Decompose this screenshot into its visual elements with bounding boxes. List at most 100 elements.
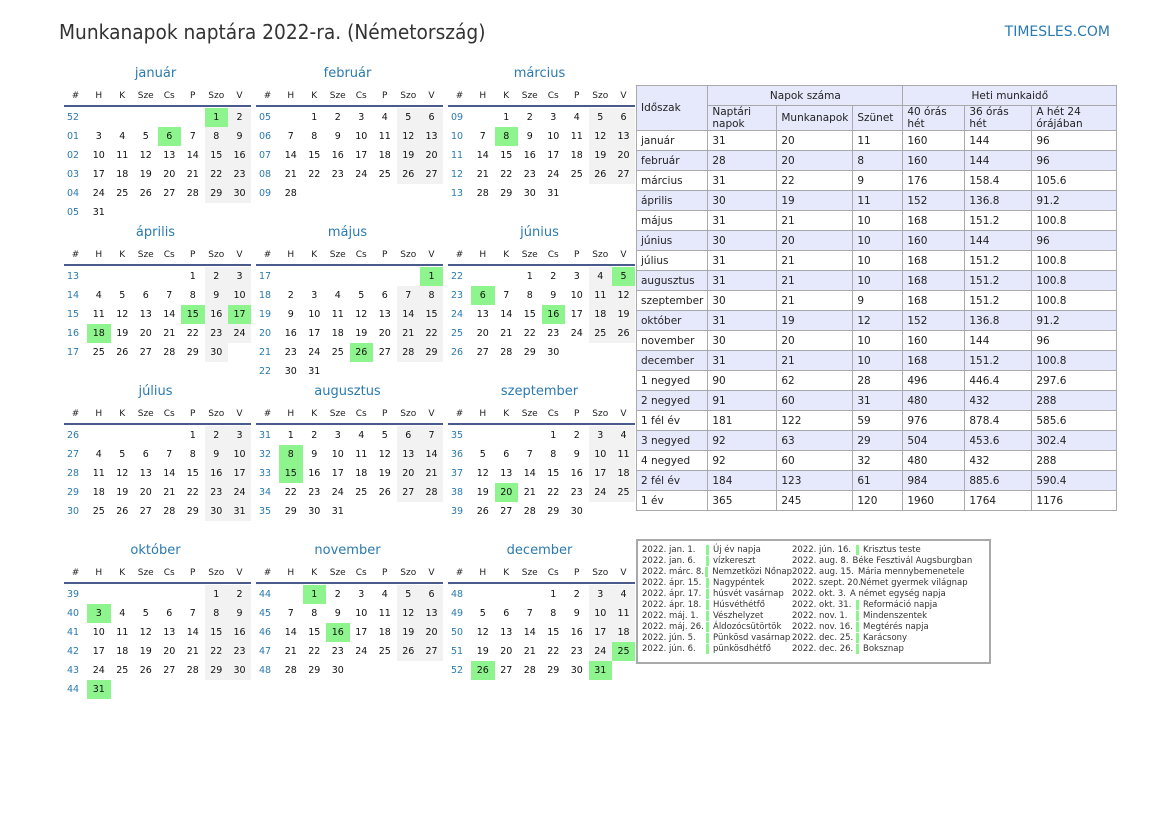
day-cell[interactable]: 6 xyxy=(396,426,420,445)
day-cell[interactable]: 10 xyxy=(92,627,105,638)
day-cell[interactable]: 12 xyxy=(139,150,152,161)
day-cell[interactable]: 7 xyxy=(526,449,533,460)
day-cell[interactable]: 9 xyxy=(334,608,341,619)
day-cell[interactable]: 13 xyxy=(139,468,152,479)
day-cell[interactable]: 19 xyxy=(116,487,129,498)
day-cell[interactable]: 12 xyxy=(476,627,489,638)
day-cell[interactable]: 15 xyxy=(204,146,228,165)
day-cell[interactable]: 24 xyxy=(547,169,560,180)
day-cell[interactable]: 10 xyxy=(228,286,251,305)
day-cell[interactable]: 26 xyxy=(139,665,152,676)
day-cell[interactable]: 5 xyxy=(588,108,612,127)
day-cell[interactable]: 30 xyxy=(284,366,297,377)
day-cell[interactable]: 7 xyxy=(396,286,420,305)
day-cell[interactable]: 17 xyxy=(588,464,612,483)
day-cell[interactable]: 23 xyxy=(204,324,228,343)
day-cell[interactable]: 4 xyxy=(119,608,126,619)
day-cell[interactable]: 26 xyxy=(116,506,129,517)
day-cell[interactable]: 23 xyxy=(228,642,251,661)
day-cell[interactable]: 12 xyxy=(139,627,152,638)
day-cell[interactable]: 10 xyxy=(355,608,368,619)
day-cell[interactable]: 4 xyxy=(612,585,635,604)
day-cell[interactable]: 19 xyxy=(378,468,391,479)
holiday-day-cell[interactable]: 17 xyxy=(228,305,251,324)
day-cell[interactable]: 3 xyxy=(573,271,580,282)
day-cell[interactable]: 9 xyxy=(204,445,228,464)
day-cell[interactable]: 3 xyxy=(588,585,612,604)
day-cell[interactable]: 4 xyxy=(119,131,126,142)
day-cell[interactable]: 24 xyxy=(588,483,612,502)
day-cell[interactable]: 14 xyxy=(476,150,489,161)
day-cell[interactable]: 13 xyxy=(163,150,176,161)
day-cell[interactable]: 1 xyxy=(526,271,533,282)
day-cell[interactable]: 6 xyxy=(420,585,443,604)
day-cell[interactable]: 8 xyxy=(420,286,443,305)
day-cell[interactable]: 14 xyxy=(523,627,536,638)
day-cell[interactable]: 8 xyxy=(550,608,557,619)
day-cell[interactable]: 7 xyxy=(526,608,533,619)
holiday-day-cell[interactable]: 31 xyxy=(87,680,111,699)
day-cell[interactable]: 18 xyxy=(92,487,105,498)
day-cell[interactable]: 2 xyxy=(573,589,580,600)
day-cell[interactable]: 6 xyxy=(420,108,443,127)
day-cell[interactable]: 19 xyxy=(355,328,368,339)
day-cell[interactable]: 28 xyxy=(396,343,420,362)
day-cell[interactable]: 21 xyxy=(186,646,199,657)
holiday-day-cell[interactable]: 1 xyxy=(302,585,326,604)
day-cell[interactable]: 10 xyxy=(570,290,583,301)
day-cell[interactable]: 13 xyxy=(476,309,489,320)
day-cell[interactable]: 11 xyxy=(116,627,129,638)
day-cell[interactable]: 25 xyxy=(92,506,105,517)
day-cell[interactable]: 29 xyxy=(308,665,321,676)
day-cell[interactable]: 7 xyxy=(420,426,443,445)
day-cell[interactable]: 26 xyxy=(396,165,420,184)
day-cell[interactable]: 5 xyxy=(142,131,149,142)
holiday-day-cell[interactable]: 16 xyxy=(326,623,350,642)
day-cell[interactable]: 7 xyxy=(503,290,510,301)
day-cell[interactable]: 26 xyxy=(396,642,420,661)
day-cell[interactable]: 19 xyxy=(476,487,489,498)
day-cell[interactable]: 28 xyxy=(163,506,176,517)
day-cell[interactable]: 7 xyxy=(189,608,196,619)
day-cell[interactable]: 29 xyxy=(284,506,297,517)
day-cell[interactable]: 31 xyxy=(547,188,560,199)
day-cell[interactable]: 20 xyxy=(420,623,443,642)
day-cell[interactable]: 20 xyxy=(139,328,152,339)
holiday-day-cell[interactable]: 26 xyxy=(471,661,495,680)
day-cell[interactable]: 18 xyxy=(355,468,368,479)
day-cell[interactable]: 23 xyxy=(308,487,321,498)
day-cell[interactable]: 15 xyxy=(308,627,321,638)
day-cell[interactable]: 17 xyxy=(570,309,583,320)
holiday-day-cell[interactable]: 26 xyxy=(349,343,373,362)
day-cell[interactable]: 23 xyxy=(570,646,583,657)
day-cell[interactable]: 22 xyxy=(420,324,443,343)
day-cell[interactable]: 7 xyxy=(189,131,196,142)
day-cell[interactable]: 5 xyxy=(358,290,365,301)
day-cell[interactable]: 13 xyxy=(500,627,513,638)
day-cell[interactable]: 18 xyxy=(331,328,344,339)
day-cell[interactable]: 17 xyxy=(547,150,560,161)
day-cell[interactable]: 15 xyxy=(500,150,513,161)
day-cell[interactable]: 11 xyxy=(612,604,635,623)
day-cell[interactable]: 5 xyxy=(381,430,388,441)
day-cell[interactable]: 10 xyxy=(547,131,560,142)
day-cell[interactable]: 10 xyxy=(355,131,368,142)
day-cell[interactable]: 2 xyxy=(550,271,557,282)
day-cell[interactable]: 12 xyxy=(378,449,391,460)
day-cell[interactable]: 24 xyxy=(92,665,105,676)
day-cell[interactable]: 28 xyxy=(523,506,536,517)
day-cell[interactable]: 5 xyxy=(142,608,149,619)
day-cell[interactable]: 3 xyxy=(588,426,612,445)
day-cell[interactable]: 21 xyxy=(523,646,536,657)
day-cell[interactable]: 3 xyxy=(228,426,251,445)
day-cell[interactable]: 17 xyxy=(92,646,105,657)
day-cell[interactable]: 19 xyxy=(139,169,152,180)
holiday-day-cell[interactable]: 18 xyxy=(87,324,111,343)
day-cell[interactable]: 16 xyxy=(204,305,228,324)
day-cell[interactable]: 13 xyxy=(163,627,176,638)
day-cell[interactable]: 28 xyxy=(163,347,176,358)
day-cell[interactable]: 7 xyxy=(287,131,294,142)
day-cell[interactable]: 10 xyxy=(228,445,251,464)
day-cell[interactable]: 26 xyxy=(139,188,152,199)
day-cell[interactable]: 16 xyxy=(228,146,251,165)
